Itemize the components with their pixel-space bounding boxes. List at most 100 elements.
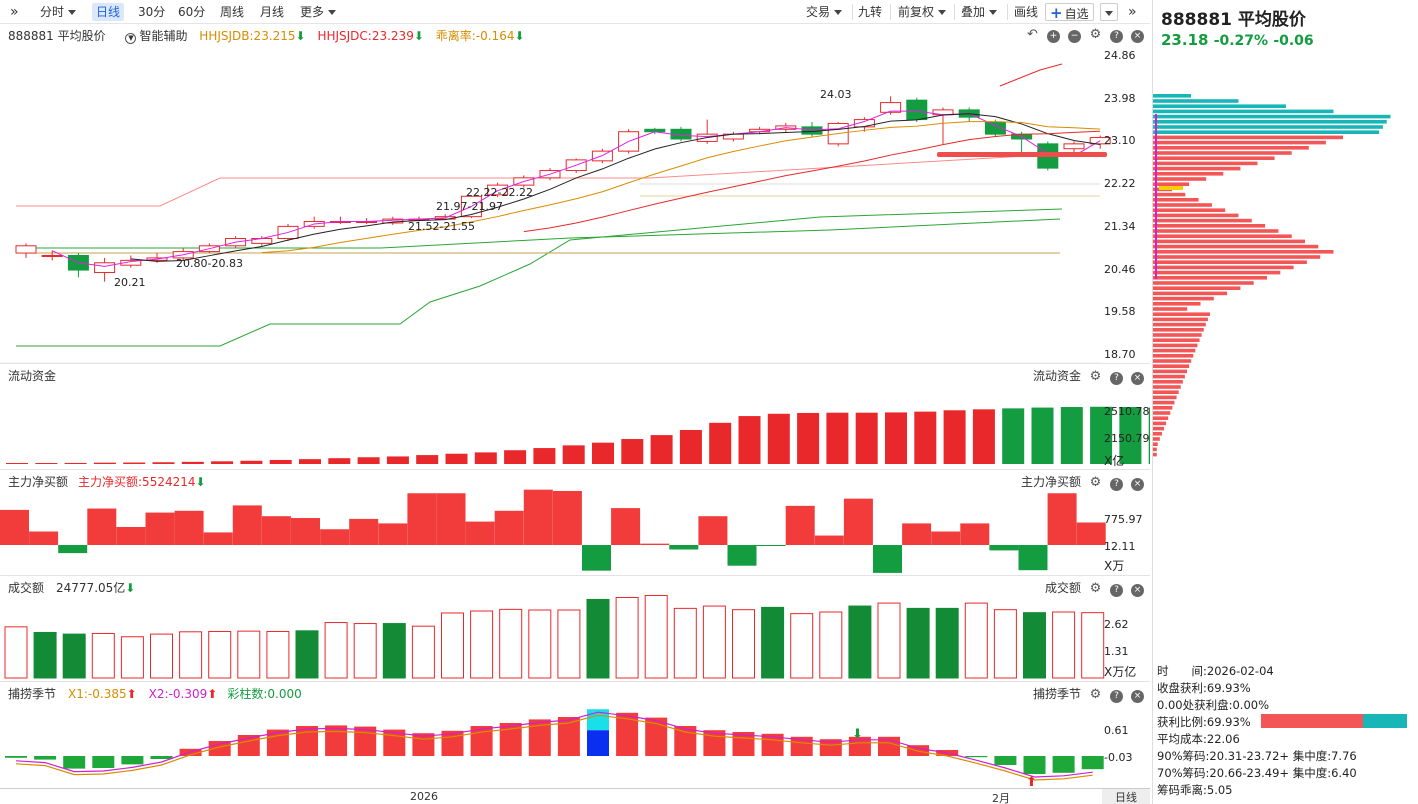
flow-unit: X亿 xyxy=(1104,454,1125,468)
flow-bar xyxy=(6,463,28,464)
season-chart[interactable]: ⬇⬆ xyxy=(0,682,1150,788)
draw-button[interactable]: 画线 xyxy=(1014,5,1039,19)
period-tab-weekly[interactable]: 周线 xyxy=(220,5,245,19)
chip-bar xyxy=(1153,328,1204,332)
flow-bar xyxy=(504,450,527,464)
chip-bar xyxy=(1153,317,1208,322)
sell-arrow-icon: ⬇ xyxy=(852,727,863,742)
help-icon[interactable]: ? xyxy=(1110,584,1123,597)
season-bars: 彩柱数:0.000 xyxy=(227,687,302,701)
chip-bar xyxy=(1153,322,1206,327)
adjust-menu[interactable]: 前复权 xyxy=(894,3,950,21)
chip-bar xyxy=(1153,296,1214,301)
chip-bar xyxy=(1153,281,1254,285)
close-icon[interactable]: × xyxy=(1131,478,1144,491)
chip-bar xyxy=(1153,374,1185,379)
amount-bar xyxy=(557,609,581,679)
flow-bar xyxy=(416,455,439,464)
chip-bar xyxy=(1153,172,1224,176)
amount-bar xyxy=(935,607,959,679)
chip-bar xyxy=(1153,390,1179,394)
gear-icon[interactable]: ⚙ xyxy=(1089,687,1102,702)
help-icon[interactable]: ? xyxy=(1110,478,1123,491)
overlay-menu[interactable]: 叠加 xyxy=(957,3,1001,21)
chip-bar xyxy=(1153,406,1173,410)
season-panel-tools: 捕捞季节 ⚙? × xyxy=(1033,685,1144,703)
flow-title: 流动资金 xyxy=(8,369,57,383)
chips-profit: 收盘获利:69.93% xyxy=(1157,681,1251,695)
close-icon[interactable]: × xyxy=(1131,690,1144,703)
close-icon[interactable]: × xyxy=(1131,30,1144,43)
season-bar xyxy=(325,725,348,756)
period-tab-intraday[interactable]: 分时 xyxy=(36,3,80,21)
flow-bar xyxy=(1002,408,1025,464)
amount-bar xyxy=(150,633,173,679)
period-tab-monthly[interactable]: 月线 xyxy=(260,5,285,19)
chip-bar xyxy=(1153,203,1212,207)
period-tab-60min[interactable]: 60分 xyxy=(178,5,206,19)
netbuy-bar xyxy=(931,531,961,545)
trade-menu[interactable]: 交易 xyxy=(802,3,846,21)
amount-panel: 成交额 24777.05亿⬇ 成交额 ⚙? × 2.62 1.31 X万亿 xyxy=(0,576,1150,682)
add-watchlist-button[interactable]: + 自选 xyxy=(1045,3,1094,22)
amount-y-tick: 1.31 xyxy=(1104,645,1129,658)
netbuy-bar xyxy=(640,543,670,545)
more-menu[interactable]: 更多 xyxy=(296,3,340,21)
flow-bar xyxy=(533,448,556,464)
amount-chart[interactable] xyxy=(0,576,1150,682)
gear-icon[interactable]: ⚙ xyxy=(1089,369,1102,384)
price-annotation: 20.80-20.83 xyxy=(176,257,243,270)
flow-chart[interactable] xyxy=(0,364,1150,470)
close-icon[interactable]: × xyxy=(1131,584,1144,597)
zoom-out-icon[interactable]: − xyxy=(1068,30,1081,43)
expand-left-icon[interactable]: » xyxy=(10,4,19,20)
help-icon[interactable]: ? xyxy=(1110,30,1123,43)
smart-assist-toggle[interactable]: ▼ 智能辅助 xyxy=(125,29,187,44)
netbuy-bar xyxy=(814,535,844,545)
netbuy-chart[interactable] xyxy=(0,470,1150,576)
season-bar xyxy=(587,730,609,756)
help-icon[interactable]: ? xyxy=(1110,372,1123,385)
netbuy-y-tick: 12.11 xyxy=(1104,540,1136,553)
axis-label-feb: 2月 xyxy=(992,792,1010,804)
netbuy-bar xyxy=(436,493,466,545)
chip-bar xyxy=(1153,182,1190,186)
gear-icon[interactable]: ⚙ xyxy=(1089,475,1102,490)
netbuy-bar xyxy=(116,527,146,545)
zoom-in-icon[interactable]: + xyxy=(1047,30,1060,43)
chip-bar xyxy=(1153,437,1160,441)
flow-bar xyxy=(64,462,87,464)
nine-turn-button[interactable]: 九转 xyxy=(858,5,883,19)
gear-icon[interactable]: ⚙ xyxy=(1089,27,1102,42)
kline-panel-tools: ↶ + − ⚙? × xyxy=(1018,27,1144,43)
amount-bar xyxy=(877,602,901,679)
gear-icon[interactable]: ⚙ xyxy=(1089,581,1102,596)
chip-bar xyxy=(1153,120,1387,124)
watchlist-dropdown[interactable] xyxy=(1100,3,1118,21)
chip-distribution-chart[interactable] xyxy=(1153,56,1418,496)
candle-body xyxy=(94,262,116,273)
candle-body xyxy=(15,245,37,254)
netbuy-title: 主力净买额 xyxy=(8,475,69,489)
flow-bar xyxy=(592,442,614,464)
netbuy-panel: 主力净买额 主力净买额:5524214⬇ 主力净买额 ⚙? × 775.97 12.1… xyxy=(0,470,1150,576)
deviation-value: 乖离率:-0.164⬇ xyxy=(435,29,525,43)
chip-bar xyxy=(1153,218,1252,223)
close-icon[interactable]: × xyxy=(1131,372,1144,385)
help-icon[interactable]: ? xyxy=(1110,690,1123,703)
season-y-tick: -0.03 xyxy=(1104,751,1133,764)
chip-bar xyxy=(1153,224,1266,228)
candle-body xyxy=(41,254,63,257)
expand-right-icon[interactable]: » xyxy=(1128,4,1137,20)
amount-bar xyxy=(644,595,668,679)
netbuy-bar xyxy=(261,516,291,545)
amount-bar xyxy=(33,631,57,679)
season-bar xyxy=(645,717,668,756)
amount-bar xyxy=(1023,612,1046,679)
period-tab-30min[interactable]: 30分 xyxy=(138,5,166,19)
back-icon[interactable]: ↶ xyxy=(1027,27,1038,42)
period-tab-daily[interactable]: 日线 xyxy=(92,3,125,21)
quote-sidebar: 888881 平均股价 23.18 -0.27% -0.06 时 间:2026-… xyxy=(1152,0,1418,804)
netbuy-bar xyxy=(320,529,350,545)
